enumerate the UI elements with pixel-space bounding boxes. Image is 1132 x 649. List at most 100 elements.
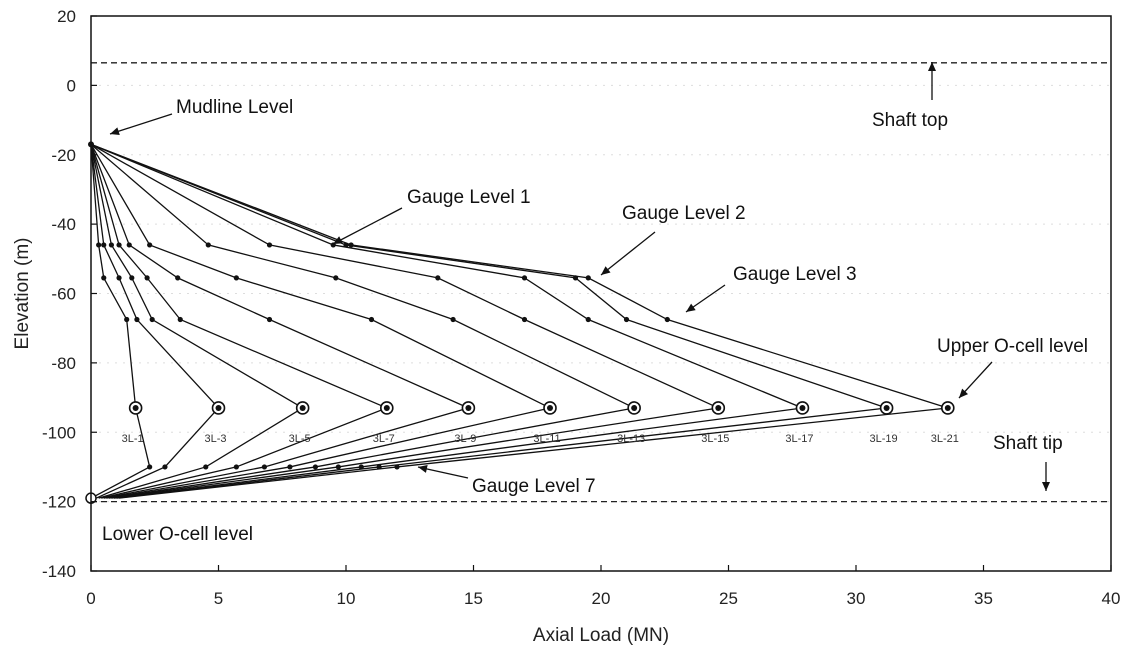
upper-ocell-center <box>215 404 222 411</box>
data-point <box>585 275 591 281</box>
data-point <box>116 275 122 281</box>
data-point <box>312 464 318 470</box>
upper-ocell-center <box>715 404 722 411</box>
data-point <box>521 275 528 281</box>
arrowhead <box>601 266 611 275</box>
annotation-arrow <box>109 113 173 135</box>
arrowhead <box>928 62 936 71</box>
data-point <box>162 464 168 470</box>
data-point <box>348 242 354 248</box>
data-point <box>368 316 375 323</box>
data-point <box>175 275 181 281</box>
x-tick-label: 20 <box>592 589 611 608</box>
data-point <box>287 464 293 470</box>
data-point <box>333 275 339 281</box>
test-label: 3L-9 <box>454 433 476 445</box>
annotations: Mudline Level Shaft top Gauge Level 1 Gauge… <box>102 62 1088 545</box>
data-point <box>108 242 114 248</box>
y-tick-label: -80 <box>51 354 76 373</box>
curve-upward <box>90 143 635 409</box>
upper-ocell-center <box>132 404 139 411</box>
y-tick-label: -40 <box>51 215 76 234</box>
annotation-arrow <box>332 207 403 245</box>
arrowhead <box>686 303 696 312</box>
data-point <box>147 464 153 470</box>
data-point <box>205 242 211 248</box>
test-label: 3L-15 <box>701 433 729 445</box>
gauge-level-2-label: Gauge Level 2 <box>622 203 746 224</box>
test-label: 3L-17 <box>785 433 813 445</box>
data-point <box>261 464 267 470</box>
upper-ocell-center <box>631 404 638 411</box>
curve-upward <box>90 144 388 409</box>
upper-ocell-center <box>883 404 890 411</box>
data-point <box>266 242 273 248</box>
data-point <box>343 242 349 248</box>
arrowhead <box>110 127 120 136</box>
shaft-tip-label: Shaft tip <box>993 433 1063 454</box>
curve-downward <box>113 407 803 499</box>
upper-ocell-center <box>383 404 390 411</box>
annotation-arrow <box>600 231 656 276</box>
test-label: 3L-3 <box>204 433 226 445</box>
y-tick-label: 0 <box>67 76 76 95</box>
arrowhead <box>1042 482 1050 491</box>
test-label: 3L-11 <box>533 433 560 445</box>
y-tick-label: 20 <box>57 7 76 26</box>
data-point <box>435 275 441 281</box>
data-point <box>572 275 579 281</box>
data-point <box>149 316 155 323</box>
y-tick-label: -140 <box>42 562 76 581</box>
data-point <box>134 316 140 323</box>
lower-ocell-label: Lower O-cell level <box>102 524 253 545</box>
upper-ocell-center <box>465 404 472 411</box>
test-label: 3L-13 <box>617 433 645 445</box>
curve-downward <box>90 407 151 499</box>
arrowhead <box>333 236 343 244</box>
axis-ticks: 0 5 10 15 20 25 30 35 40 20 0 -20 -40 -60 -80 -100 -120 -… <box>42 7 1120 608</box>
upper-ocell-label: Upper O-cell level <box>937 336 1088 357</box>
data-point <box>233 464 239 470</box>
x-tick-label: 35 <box>974 589 993 608</box>
upper-ocell-center <box>547 404 553 411</box>
x-tick-label: 10 <box>337 589 356 608</box>
y-tick-label: -100 <box>42 423 76 442</box>
upper-ocell-center <box>299 404 306 411</box>
arrowhead <box>418 465 428 473</box>
y-tick-label: -60 <box>51 285 76 304</box>
data-point <box>129 275 135 281</box>
data-point <box>450 316 456 323</box>
data-point <box>147 242 153 248</box>
reference-lines <box>91 62 1111 503</box>
data-point <box>96 242 102 248</box>
x-tick-label: 40 <box>1102 589 1121 608</box>
data-point <box>358 464 364 470</box>
data-point <box>177 316 183 323</box>
shaft-top-label: Shaft top <box>872 110 948 131</box>
test-label: 3L-21 <box>931 433 959 445</box>
y-tick-label: -20 <box>51 146 76 165</box>
test-label: 3L-19 <box>870 433 898 445</box>
data-point <box>521 316 528 323</box>
data-markers: 3L-1 3L-3 3L-5 3L-7 3L-9 3L-11 3L-13 3L-15 3L-17… <box>85 141 959 504</box>
x-tick-label: 25 <box>719 589 738 608</box>
data-point <box>266 316 273 323</box>
data-point <box>585 316 591 323</box>
x-tick-label: 15 <box>464 589 483 608</box>
x-tick-label: 5 <box>214 589 223 608</box>
data-point <box>394 464 400 470</box>
data-point <box>233 275 239 281</box>
data-point <box>101 275 107 281</box>
arrowhead <box>959 388 969 398</box>
data-point <box>116 242 122 248</box>
x-tick-label: 0 <box>86 589 95 608</box>
y-tick-label: -120 <box>42 493 76 512</box>
data-point <box>144 275 150 281</box>
upper-ocell-center <box>799 404 806 411</box>
data-point <box>376 464 382 470</box>
test-label: 3L-5 <box>289 433 311 445</box>
curve-upward <box>90 144 219 409</box>
data-point <box>664 316 670 323</box>
data-point <box>623 316 630 323</box>
